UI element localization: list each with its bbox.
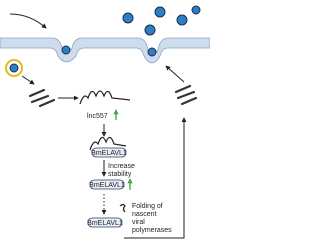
viral-genomes (28, 84, 198, 108)
entry-arrow (9, 13, 47, 29)
stability-label: Increase stability (108, 163, 135, 178)
protein-label: BmELAVL1 (91, 150, 127, 157)
lncrna-bound (89, 136, 127, 151)
lncrna (79, 90, 131, 105)
text-line: polymerases (132, 227, 172, 234)
lncrna-label: lnc557 (87, 113, 108, 120)
text-line: viral (132, 219, 145, 226)
membrane (0, 37, 210, 64)
diagram: lnc557 BmELAVL1 Increase stability BmELAV… (0, 5, 210, 239)
text-line: nascent (132, 211, 157, 218)
folding-label: Folding of nascent viral polymerases (132, 203, 172, 234)
feedback-arrow (124, 117, 187, 239)
release-arrow (21, 75, 35, 85)
text-line: Increase (108, 163, 135, 170)
protein-label: BmELAVL1 (89, 182, 125, 189)
protein-box (89, 179, 125, 190)
text-line: Folding of (132, 203, 163, 210)
squiggle (119, 203, 126, 213)
text-line: stability (108, 171, 132, 178)
viruses (5, 5, 201, 77)
assembly-arrow (165, 65, 185, 83)
protein-box (91, 147, 127, 158)
protein-label: BmELAVL1 (87, 220, 123, 227)
protein-box (87, 217, 123, 228)
